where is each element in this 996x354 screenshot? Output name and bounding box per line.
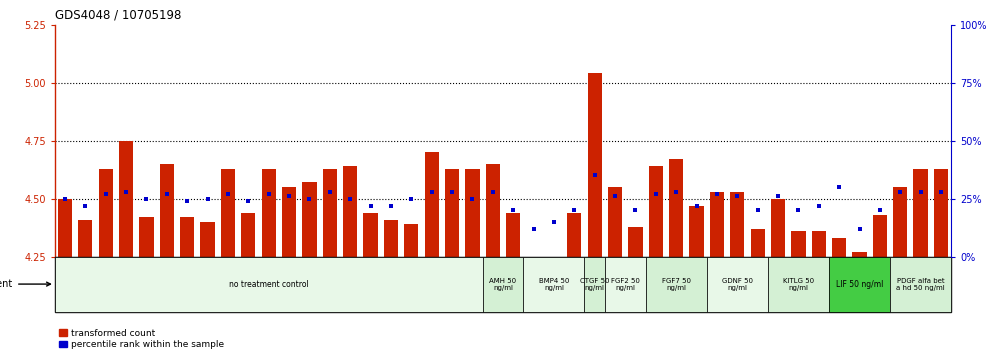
Bar bbox=[588, 74, 602, 257]
Bar bbox=[282, 187, 296, 257]
Bar bbox=[768, 257, 829, 312]
Text: LIF 50 ng/ml: LIF 50 ng/ml bbox=[836, 280, 883, 289]
Bar bbox=[648, 166, 663, 257]
Text: BMP4 50
ng/ml: BMP4 50 ng/ml bbox=[539, 278, 569, 291]
Bar bbox=[853, 252, 867, 257]
Bar bbox=[445, 169, 459, 257]
Bar bbox=[303, 182, 317, 257]
Bar bbox=[523, 257, 585, 312]
Bar bbox=[465, 169, 479, 257]
Bar bbox=[608, 187, 622, 257]
Bar bbox=[689, 206, 703, 257]
Bar bbox=[180, 217, 194, 257]
Bar bbox=[645, 257, 707, 312]
Bar bbox=[669, 159, 683, 257]
Bar bbox=[829, 257, 890, 312]
Text: CTGF 50
ng/ml: CTGF 50 ng/ml bbox=[580, 278, 610, 291]
Bar bbox=[707, 257, 768, 312]
Bar bbox=[913, 169, 927, 257]
Bar bbox=[771, 199, 785, 257]
Text: FGF7 50
ng/ml: FGF7 50 ng/ml bbox=[661, 278, 690, 291]
Bar bbox=[483, 257, 523, 312]
Bar bbox=[404, 224, 418, 257]
Text: PDGF alfa bet
a hd 50 ng/ml: PDGF alfa bet a hd 50 ng/ml bbox=[896, 278, 945, 291]
Bar bbox=[710, 192, 724, 257]
Text: FGF2 50
ng/ml: FGF2 50 ng/ml bbox=[611, 278, 639, 291]
Bar bbox=[159, 164, 174, 257]
Bar bbox=[383, 219, 398, 257]
Bar bbox=[567, 213, 582, 257]
Bar bbox=[527, 257, 541, 264]
Bar bbox=[119, 141, 133, 257]
Bar bbox=[221, 169, 235, 257]
Bar bbox=[364, 213, 377, 257]
Bar bbox=[791, 231, 806, 257]
Bar bbox=[585, 257, 605, 312]
Bar bbox=[58, 199, 72, 257]
Bar bbox=[751, 229, 765, 257]
Bar bbox=[262, 169, 276, 257]
Text: GDS4048 / 10705198: GDS4048 / 10705198 bbox=[55, 8, 181, 21]
Bar bbox=[55, 257, 483, 312]
Text: agent: agent bbox=[0, 279, 51, 289]
Bar bbox=[99, 169, 113, 257]
Bar bbox=[139, 217, 153, 257]
Bar bbox=[812, 231, 826, 257]
Bar bbox=[486, 164, 500, 257]
Bar bbox=[506, 213, 520, 257]
Bar bbox=[424, 152, 439, 257]
Text: AMH 50
ng/ml: AMH 50 ng/ml bbox=[489, 278, 517, 291]
Bar bbox=[200, 222, 215, 257]
Text: GDNF 50
ng/ml: GDNF 50 ng/ml bbox=[722, 278, 753, 291]
Bar bbox=[872, 215, 887, 257]
Bar bbox=[730, 192, 744, 257]
Bar bbox=[323, 169, 337, 257]
Bar bbox=[832, 238, 847, 257]
Bar bbox=[79, 219, 93, 257]
Bar bbox=[605, 257, 645, 312]
Bar bbox=[934, 169, 948, 257]
Bar bbox=[241, 213, 255, 257]
Bar bbox=[893, 187, 907, 257]
Bar bbox=[343, 166, 358, 257]
Bar bbox=[628, 227, 642, 257]
Bar bbox=[890, 257, 951, 312]
Text: no treatment control: no treatment control bbox=[229, 280, 309, 289]
Legend: transformed count, percentile rank within the sample: transformed count, percentile rank withi… bbox=[60, 329, 224, 349]
Text: KITLG 50
ng/ml: KITLG 50 ng/ml bbox=[783, 278, 814, 291]
